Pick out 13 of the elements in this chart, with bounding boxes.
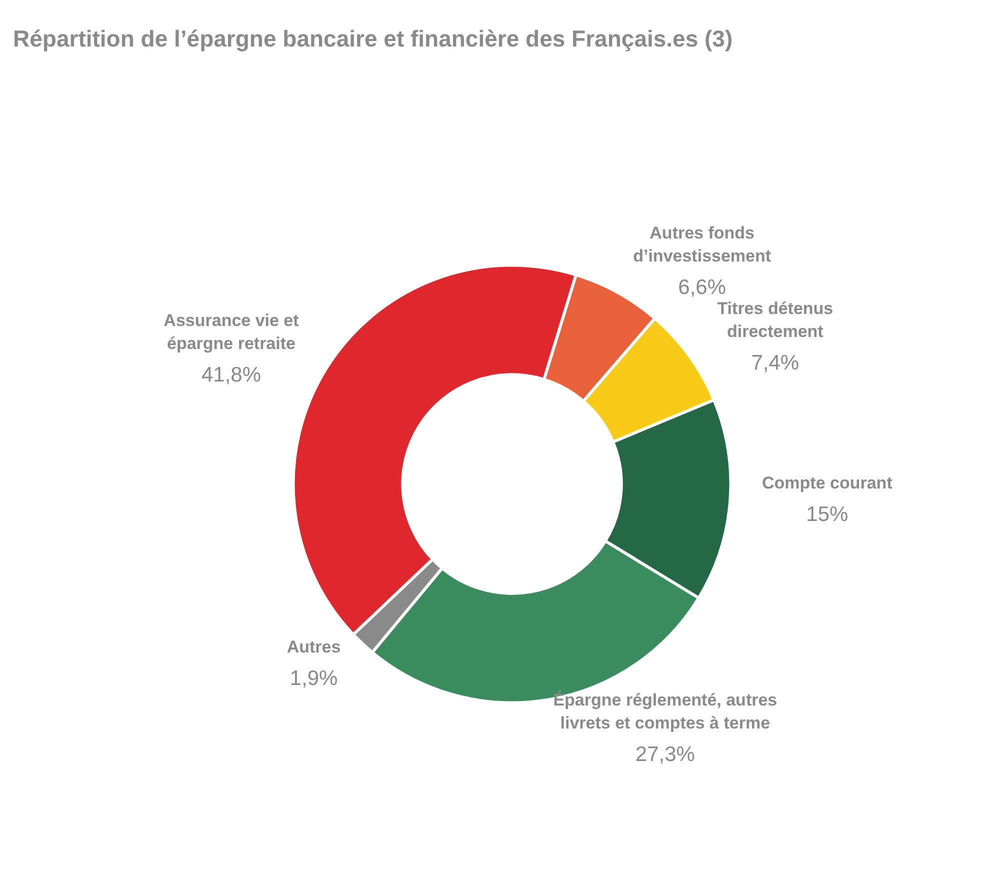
slice-label: Autres (286, 638, 341, 657)
data-label: 41,8% (201, 364, 262, 387)
data-label: 1,9% (290, 667, 338, 690)
data-label: 15% (806, 503, 848, 526)
slice-label: Assurance vie et épargne retraite (164, 311, 300, 354)
data-label: 7,4% (751, 351, 800, 374)
slice-label: Titres détenus directement (717, 298, 834, 341)
slice-label: Compte courant (762, 474, 893, 493)
slice-label: Épargne réglementé, autres livrets et comptes à terme (553, 689, 778, 732)
data-label: 27,3% (635, 742, 695, 766)
data-label: 6,6% (678, 276, 726, 299)
slice-label: Autres fonds d’investissement (633, 223, 772, 266)
chart-title: Répartition de l’épargne bancaire et financière des Français.es (3) (13, 26, 733, 52)
